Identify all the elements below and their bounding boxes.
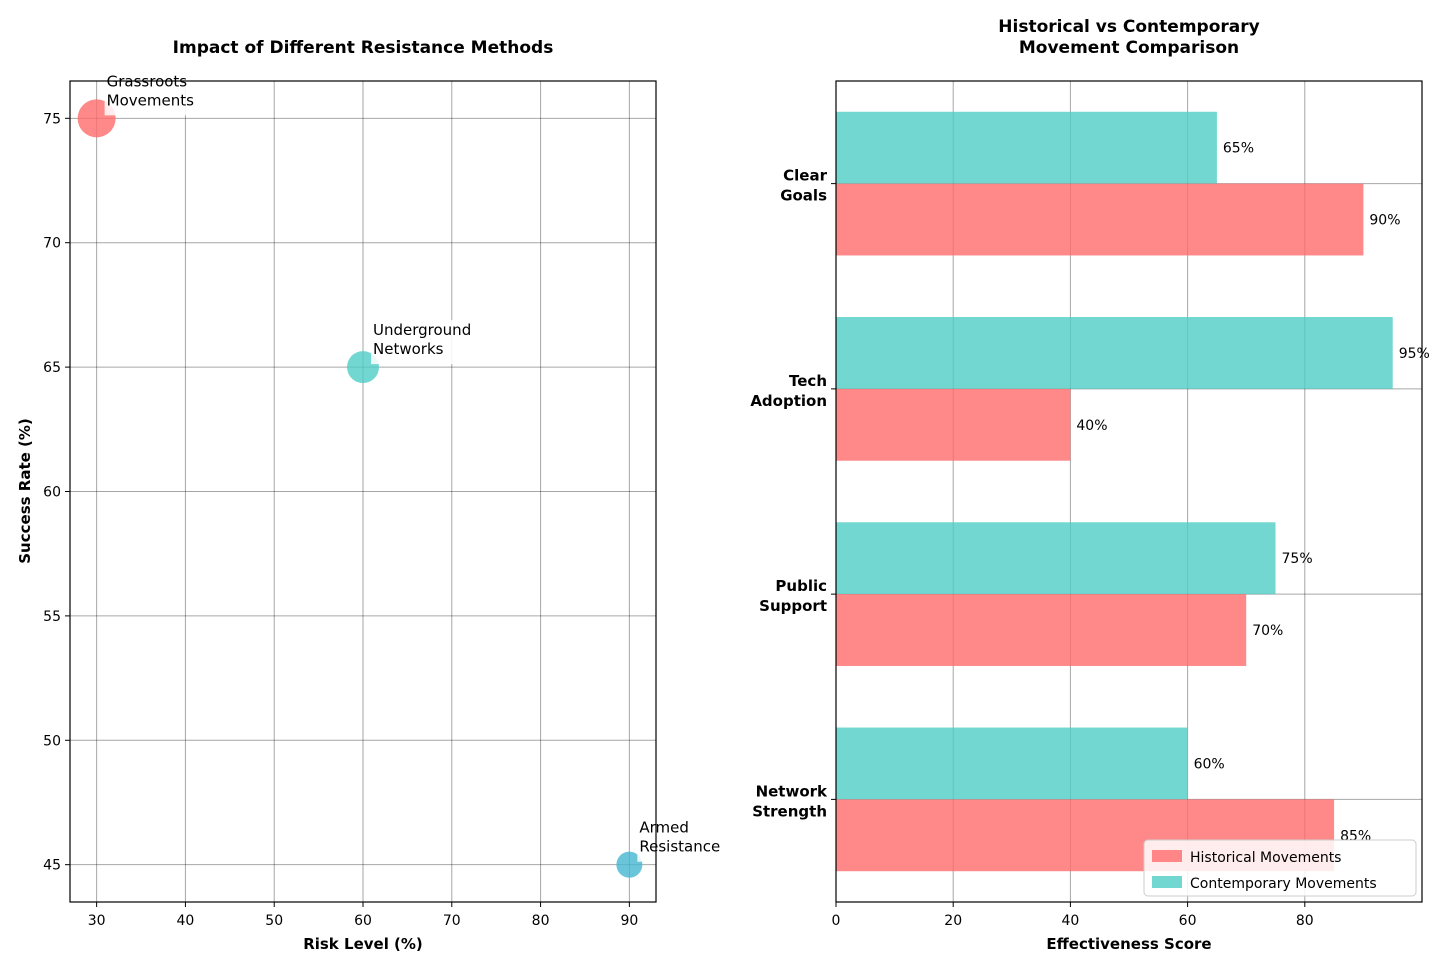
bar (836, 727, 1188, 800)
scatter-chart: Impact of Different Resistance Methods G… (16, 38, 746, 953)
bar (836, 111, 1217, 184)
bar-chart: Historical vs Contemporary Movement Comp… (750, 17, 1430, 953)
scatter-y-ticks: 45 50 55 60 65 70 75 (43, 111, 70, 874)
bar-value-label: 95% (1399, 346, 1430, 362)
legend-box (1143, 839, 1417, 897)
bar-category-label: Goals (780, 187, 827, 205)
scatter-x-tick-label: 40 (177, 913, 195, 929)
scatter-point (616, 851, 643, 878)
scatter-title: Impact of Different Resistance Methods (173, 38, 554, 58)
bar-value-label: 75% (1282, 551, 1313, 567)
scatter-y-tick-label: 75 (43, 111, 61, 127)
scatter-point-label: Resistance (639, 838, 720, 856)
scatter-annotation-box (104, 71, 213, 116)
scatter-x-tick-label: 30 (88, 913, 106, 929)
bar-category-label: Tech (789, 372, 827, 390)
bar-value-label: 60% (1194, 756, 1225, 772)
bar (836, 317, 1393, 389)
scatter-point-label: Networks (373, 340, 444, 358)
bar-title-line-1: Historical vs Contemporary (998, 17, 1259, 37)
bar-marks: 65%90%95%40%75%70%60%85% (836, 111, 1430, 872)
bar-category-label: Clear (783, 167, 827, 185)
bar-value-label: 70% (1252, 623, 1283, 639)
scatter-y-tick-label: 70 (43, 236, 61, 252)
bar-legend: Historical Movements Contemporary Movemen… (1143, 839, 1417, 897)
scatter-y-tick-label: 50 (43, 733, 61, 749)
bar-x-tick-label: 40 (1061, 913, 1079, 929)
bar (836, 388, 1071, 461)
bar-category-label: Network (756, 782, 828, 800)
bar-category-label: Strength (752, 802, 827, 820)
scatter-y-tick-label: 65 (43, 360, 61, 376)
bar-plot-frame (835, 80, 1423, 903)
bar-x-ticks: 0 20 40 60 80 (832, 902, 1314, 929)
scatter-annotation-box (371, 320, 479, 365)
legend-swatch (1152, 876, 1182, 888)
scatter-y-tick-label: 55 (43, 609, 61, 625)
bar-value-label: 40% (1076, 418, 1107, 434)
bar-category-label: Adoption (750, 392, 827, 410)
scatter-y-axis-label: Success Rate (%) (16, 418, 34, 564)
bar-x-tick-label: 60 (1179, 913, 1197, 929)
bar-category-label: Support (759, 597, 827, 615)
bar (836, 522, 1276, 595)
bar-title-line-2: Movement Comparison (1019, 38, 1239, 58)
bar-x-tick-label: 80 (1296, 913, 1314, 929)
legend-swatch (1152, 850, 1182, 862)
scatter-y-tick-label: 60 (43, 485, 61, 501)
scatter-annotation-box (637, 817, 746, 862)
bar-value-label: 65% (1223, 141, 1254, 157)
scatter-x-axis-label: Risk Level (%) (303, 935, 423, 953)
bar-x-tick-label: 0 (832, 913, 841, 929)
bar-category-label: Public (775, 577, 827, 595)
scatter-grid (70, 81, 656, 902)
legend-label: Contemporary Movements (1190, 876, 1377, 892)
scatter-point-label: Underground (373, 321, 471, 339)
bar (836, 594, 1247, 666)
bar-category-labels: Clear Goals Tech Adoption Public Support Netwo… (750, 167, 836, 820)
scatter-x-tick-label: 90 (620, 913, 638, 929)
bar (836, 183, 1364, 256)
scatter-x-tick-label: 80 (532, 913, 550, 929)
scatter-x-ticks: 30 40 50 60 70 80 90 (88, 902, 638, 929)
bar-x-axis-label: Effectiveness Score (1046, 935, 1211, 953)
scatter-x-tick-label: 50 (265, 913, 283, 929)
scatter-x-tick-label: 60 (354, 913, 372, 929)
bar-value-label: 90% (1369, 213, 1400, 229)
scatter-x-tick-label: 70 (443, 913, 461, 929)
bar-x-tick-label: 20 (944, 913, 962, 929)
scatter-point-label: Movements (107, 91, 194, 109)
legend-label: Historical Movements (1190, 850, 1341, 866)
scatter-y-tick-label: 45 (43, 858, 61, 874)
scatter-point-label: Armed (639, 819, 689, 837)
